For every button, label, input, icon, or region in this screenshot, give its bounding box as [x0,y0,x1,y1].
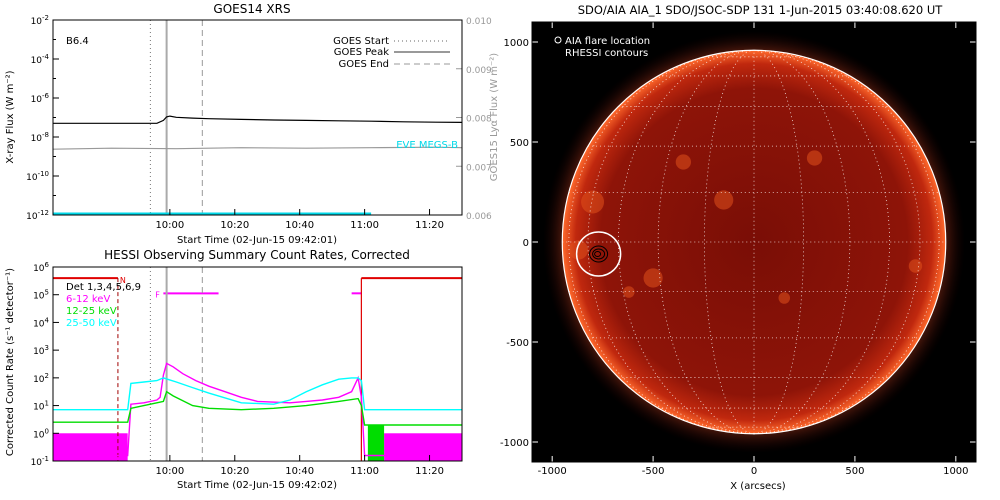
hessi-series-1 [53,390,462,426]
aia-y-tick-label: 0 [523,238,529,249]
aia-legend-contours: RHESSI contours [565,48,648,59]
aia-meridian [657,49,755,435]
goes-y2-tick-label: 0.006 [466,212,492,222]
aia-x-tick-label: -1000 [538,466,567,477]
goes-y2-tick-label: 0.007 [466,163,492,173]
aia-y-tick-label: -500 [506,338,529,349]
hessi-night-block-left [53,433,128,461]
hessi-plot-frame [52,266,463,462]
hessi-detectors-label: Det 1,3,4,5,6,9 [66,282,141,293]
aia-legend-flare: AIA flare location [565,36,650,47]
goes-x-tick-label: 10:00 [155,220,184,231]
aia-x-tick-label: 0 [751,466,757,477]
hessi-flare-flag-label: F [155,290,160,299]
aia-meridian [753,49,851,435]
aia-active-region-6 [908,259,923,273]
goes-y2-axis-label: GOES15 Lyα Flux (W m⁻²) [489,53,500,181]
aia-active-region-3 [643,268,663,288]
goes-title: GOES14 XRS [213,2,290,16]
aia-title: SDO/AIA AIA_1 SDO/JSOC-SDP 131 1-Jun-201… [578,3,944,17]
goes-xrs-chart: GOES14 XRS 10-1210-1010-810-610-410-20.0… [0,0,500,245]
goes-legend-start-label: GOES Start [333,36,389,47]
aia-solar-disk [562,50,946,434]
aia-active-region-4 [714,190,734,210]
goes-series-label: EVE MEGS-B [396,140,458,151]
hessi-x-axis-label: Start Time (02-Jun-15 09:42:02) [177,480,337,491]
aia-sun-image: SDO/AIA AIA_1 SDO/JSOC-SDP 131 1-Jun-201… [500,0,1000,500]
hessi-night-block-right [384,433,462,461]
goes-x-tick-label: 11:20 [415,220,444,231]
aia-limb [561,49,947,435]
hessi-x-tick-label: 11:00 [350,466,379,477]
aia-x-tick-label: -500 [642,466,665,477]
aia-y-tick-label: 500 [510,138,529,149]
aia-x-tick-label: 500 [845,466,864,477]
hessi-y-axis-label: Corrected Count Rate (s⁻¹ detector⁻¹) [5,268,16,456]
hessi-night-flag-label: N [120,276,126,285]
hessi-title: HESSI Observing Summary Count Rates, Cor… [104,248,410,262]
goes-legend-peak-label: GOES Peak [334,47,389,58]
hessi-legend-12-25: 12-25 keV [66,306,117,317]
goes-x-tick-label: 10:40 [285,220,314,231]
rhessi-contour-outer [589,245,609,263]
goes-class-label: B6.4 [66,36,89,47]
aia-x-tick-label: 1000 [943,466,968,477]
goes-legend-end-label: GOES End [339,59,389,70]
rhessi-contour-mid [592,248,606,260]
aia-active-region-2 [675,154,692,170]
aia-legend-flare-icon [554,36,562,44]
hessi-x-tick-label: 10:20 [220,466,249,477]
aia-meridian [753,49,921,435]
right-panel: SDO/AIA AIA_1 SDO/JSOC-SDP 131 1-Jun-201… [500,0,1000,500]
goes-y2-tick-label: 0.010 [466,17,492,27]
hessi-x-tick-label: 11:20 [415,466,444,477]
hessi-legend-6-12: 6-12 keV [66,294,110,305]
hessi-count-rate-chart: HESSI Observing Summary Count Rates, Cor… [0,245,500,500]
goes-x-tick-label: 11:00 [350,220,379,231]
aia-flare-location-circle [575,231,622,277]
aia-plot-frame [531,21,977,463]
hessi-x-tick-label: 10:40 [285,466,314,477]
aia-x-axis-label: X (arcsecs) [730,481,786,492]
goes-series-0 [53,115,463,124]
aia-active-region-5 [806,150,823,166]
hessi-series-2 [53,377,462,411]
goes-x-axis-label: Start Time (02-Jun-15 09:42:01) [177,235,337,245]
aia-y-tick-label: 1000 [504,38,529,49]
goes-y2-tick-label: 0.008 [466,115,492,125]
aia-meridian [568,49,755,435]
goes-plot-frame [52,19,463,216]
goes-y-axis-label: X-ray Flux (W m⁻²) [5,70,16,163]
aia-y-tick-label: -1000 [500,438,529,449]
hessi-legend-25-50: 25-50 keV [66,318,117,329]
goes-series-1 [52,146,463,150]
hessi-x-tick-label: 10:00 [155,466,184,477]
hessi-saa-block [367,424,385,461]
goes-y2-tick-label: 0.009 [466,66,492,76]
aia-active-region-8 [778,292,791,304]
rhessi-contour-inner [594,251,602,257]
left-panel: GOES14 XRS 10-12 10-10 10-8 10-6 10-4 10-2 0.0… [0,0,500,500]
aia-active-region-0 [581,190,605,214]
goes-x-tick-label: 10:20 [220,220,249,231]
aia-active-region-1 [568,240,589,260]
